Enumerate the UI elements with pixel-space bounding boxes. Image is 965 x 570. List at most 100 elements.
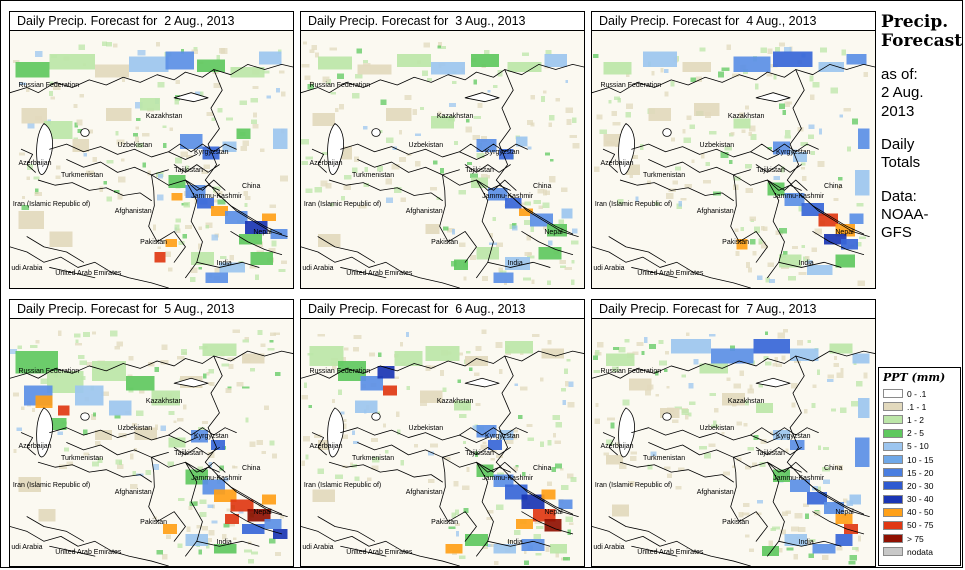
country-label: Tajikistan xyxy=(756,167,785,175)
country-label: Azerbaijan xyxy=(600,442,634,450)
country-label: udi Arabia xyxy=(302,264,334,272)
country-label: Pakistan xyxy=(722,239,750,247)
country-label: Nepal xyxy=(253,509,272,517)
precip-raster xyxy=(592,328,870,565)
legend-label: 2 - 5 xyxy=(907,428,925,439)
country-label: Turkmenistan xyxy=(60,172,104,180)
country-label: Jammu-Kashmir xyxy=(773,192,825,200)
precip-raster xyxy=(301,41,580,286)
legend-row: 20 - 30 xyxy=(883,479,956,492)
data-source-block: Data: NOAA- GFS xyxy=(881,188,961,243)
country-label: Tajikistan xyxy=(174,167,203,175)
country-label: udi Arabia xyxy=(593,543,625,551)
panel-title: Daily Precip. Forecast for 6 Aug., 2013 xyxy=(300,299,585,319)
country-label: Iran (Islamic Republic of) xyxy=(303,200,382,208)
country-label: Tajikistan xyxy=(756,449,785,457)
country-label: Nepal xyxy=(253,228,272,236)
panels-row-2: Daily Precip. Forecast for 5 Aug., 2013 … xyxy=(9,299,876,567)
data-source-line1: NOAA- xyxy=(881,205,929,223)
country-label: Azerbaijan xyxy=(18,159,52,167)
country-label: Azerbaijan xyxy=(309,159,343,167)
country-label: Kyrgyzstan xyxy=(193,149,229,157)
country-label: India xyxy=(507,259,523,267)
country-label: Afghanistan xyxy=(405,208,443,216)
country-label: Azerbaijan xyxy=(309,442,343,450)
country-label: Russian Federation xyxy=(600,368,662,376)
country-label: Tajikistan xyxy=(465,167,494,175)
country-label: Afghanistan xyxy=(405,489,443,497)
legend-row: 5 - 10 xyxy=(883,440,956,453)
country-label: Pakistan xyxy=(722,519,750,527)
country-label: Russian Federation xyxy=(309,368,371,376)
data-source-line2: GFS xyxy=(881,224,912,242)
country-label: Russian Federation xyxy=(309,82,371,90)
panel-title: Daily Precip. Forecast for 4 Aug., 2013 xyxy=(591,11,876,31)
country-labels: Russian Federation Kazakhstan Uzbekistan Ky… xyxy=(592,319,875,566)
country-label: Uzbekistan xyxy=(699,141,735,149)
country-label: Tajikistan xyxy=(174,449,203,457)
legend-label: 1 - 2 xyxy=(907,414,925,425)
country-label: Azerbaijan xyxy=(18,442,52,450)
as-of-block: as of: 2 Aug. 2013 xyxy=(881,66,961,121)
sidebar-title: Precip. Forecast xyxy=(881,12,963,52)
precip-raster xyxy=(301,329,577,566)
legend-row: 15 - 20 xyxy=(883,466,956,479)
country-label: United Arab Emirates xyxy=(55,270,122,277)
legend-row: 2 - 5 xyxy=(883,427,956,440)
legend-row: 10 - 15 xyxy=(883,453,956,466)
country-label: China xyxy=(824,182,843,190)
country-label: Nepal xyxy=(835,509,854,517)
country-label: Turkmenistan xyxy=(351,172,395,180)
country-label: Kyrgyzstan xyxy=(484,432,520,440)
country-label: China xyxy=(533,182,552,190)
country-label: Pakistan xyxy=(140,519,168,527)
country-label: udi Arabia xyxy=(11,543,43,551)
precip-raster xyxy=(10,329,288,564)
legend-row: 40 - 50 xyxy=(883,506,956,519)
country-label: United Arab Emirates xyxy=(637,270,704,277)
country-label: United Arab Emirates xyxy=(55,548,122,556)
legend-label: 5 - 10 xyxy=(907,441,929,452)
legend-title: PPT (mm) xyxy=(883,371,946,384)
country-label: China xyxy=(824,464,843,472)
country-label: United Arab Emirates xyxy=(346,270,413,277)
panel-title: Daily Precip. Forecast for 2 Aug., 2013 xyxy=(9,11,294,31)
sidebar-title-line2: Forecast xyxy=(881,31,963,52)
country-label: Nepal xyxy=(544,228,563,236)
legend-label: 30 - 40 xyxy=(907,494,934,505)
country-label: Turkmenistan xyxy=(642,172,686,180)
panel-title: Daily Precip. Forecast for 3 Aug., 2013 xyxy=(300,11,585,31)
country-label: Afghanistan xyxy=(696,208,734,216)
country-label: Nepal xyxy=(544,509,563,517)
country-label: China xyxy=(242,182,261,190)
totals-line2: Totals xyxy=(881,154,921,172)
country-label: Pakistan xyxy=(140,239,168,247)
as-of-date-line2: 2013 xyxy=(881,102,915,120)
sidebar-title-line1: Precip. xyxy=(881,12,949,32)
country-label: India xyxy=(798,538,814,546)
legend-color-swatch xyxy=(883,415,903,425)
country-label: Turkmenistan xyxy=(642,454,686,462)
country-label: Jammu-Kashmir xyxy=(191,474,243,482)
panels-row-1: Daily Precip. Forecast for 2 Aug., 2013 … xyxy=(9,11,876,289)
forecast-map: Russian Federation Kazakhstan Uzbekistan Ky… xyxy=(300,319,585,567)
forecast-panel-aug4: Daily Precip. Forecast for 4 Aug., 2013 … xyxy=(591,11,876,289)
legend-color-swatch xyxy=(883,507,903,517)
country-label: udi Arabia xyxy=(11,264,43,272)
totals-block: Daily Totals xyxy=(881,136,961,173)
legend-label: 15 - 20 xyxy=(907,467,934,478)
panel-title: Daily Precip. Forecast for 5 Aug., 2013 xyxy=(9,299,294,319)
country-label: Pakistan xyxy=(431,519,459,527)
country-label: Iran (Islamic Republic of) xyxy=(12,200,91,208)
legend-color-swatch xyxy=(883,520,903,530)
as-of-label: as of: xyxy=(881,66,918,84)
country-label: Uzbekistan xyxy=(408,425,444,433)
country-label: Iran (Islamic Republic of) xyxy=(594,200,673,208)
legend-row: 0 - .1 xyxy=(883,387,956,400)
country-label: Iran (Islamic Republic of) xyxy=(12,482,91,490)
forecast-panel-aug6: Daily Precip. Forecast for 6 Aug., 2013 … xyxy=(300,299,585,567)
forecast-panel-aug7: Daily Precip. Forecast for 7 Aug., 2013 … xyxy=(591,299,876,567)
legend-color-swatch xyxy=(883,402,903,412)
country-label: India xyxy=(216,538,232,546)
